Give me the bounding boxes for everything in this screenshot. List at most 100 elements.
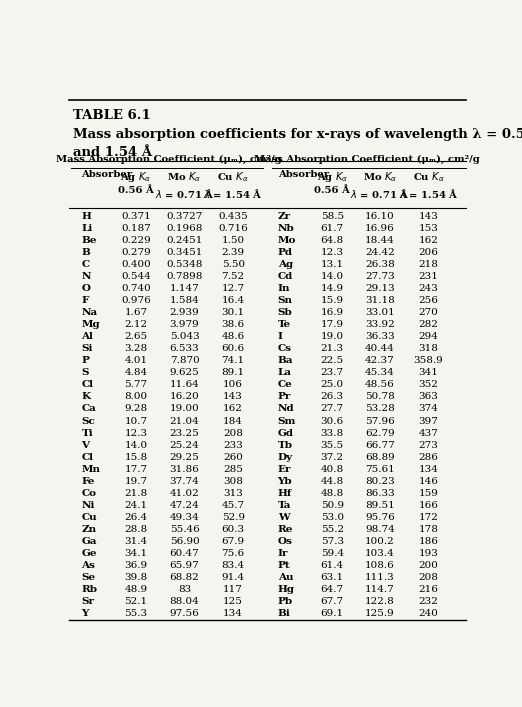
- Text: 15.8: 15.8: [124, 452, 148, 462]
- Text: 125.9: 125.9: [365, 609, 395, 618]
- Text: 243: 243: [419, 284, 438, 293]
- Text: 64.7: 64.7: [321, 585, 344, 594]
- Text: Os: Os: [278, 537, 292, 546]
- Text: 37.74: 37.74: [170, 477, 199, 486]
- Text: Er: Er: [278, 464, 291, 474]
- Text: 6.533: 6.533: [170, 344, 199, 354]
- Text: Co: Co: [81, 489, 97, 498]
- Text: 58.5: 58.5: [321, 212, 344, 221]
- Text: 0.7898: 0.7898: [167, 272, 203, 281]
- Text: 41.02: 41.02: [170, 489, 199, 498]
- Text: 260: 260: [223, 452, 243, 462]
- Text: Tb: Tb: [278, 440, 293, 450]
- Text: 5.77: 5.77: [124, 380, 148, 390]
- Text: Absorber: Absorber: [81, 170, 133, 179]
- Text: Re: Re: [278, 525, 293, 534]
- Text: 159: 159: [419, 489, 438, 498]
- Text: 162: 162: [419, 236, 438, 245]
- Text: 80.23: 80.23: [365, 477, 395, 486]
- Text: Gd: Gd: [278, 428, 294, 438]
- Text: 0.3727: 0.3727: [167, 212, 203, 221]
- Text: 23.7: 23.7: [321, 368, 344, 378]
- Text: H: H: [81, 212, 91, 221]
- Text: 240: 240: [419, 609, 438, 618]
- Text: 57.96: 57.96: [365, 416, 395, 426]
- Text: Fe: Fe: [81, 477, 95, 486]
- Text: 125: 125: [223, 597, 243, 606]
- Text: 0.716: 0.716: [218, 224, 248, 233]
- Text: 397: 397: [419, 416, 438, 426]
- Text: 218: 218: [419, 260, 438, 269]
- Text: 103.4: 103.4: [365, 549, 395, 558]
- Text: and 1.54 Å: and 1.54 Å: [73, 146, 152, 159]
- Text: Ti: Ti: [81, 428, 93, 438]
- Text: 134: 134: [419, 464, 438, 474]
- Text: Ge: Ge: [81, 549, 97, 558]
- Text: 75.6: 75.6: [221, 549, 245, 558]
- Text: 61.4: 61.4: [321, 561, 344, 570]
- Text: 25.0: 25.0: [321, 380, 344, 390]
- Text: 91.4: 91.4: [221, 573, 245, 582]
- Text: Mass absorption coefficients for x-rays of wavelength λ = 0.56, 0.71: Mass absorption coefficients for x-rays …: [73, 128, 522, 141]
- Text: 3.28: 3.28: [124, 344, 148, 354]
- Text: 0.3451: 0.3451: [167, 248, 203, 257]
- Text: Ir: Ir: [278, 549, 288, 558]
- Text: Zr: Zr: [278, 212, 291, 221]
- Text: 33.8: 33.8: [321, 428, 344, 438]
- Text: Ce: Ce: [278, 380, 292, 390]
- Text: Ba: Ba: [278, 356, 293, 366]
- Text: I: I: [278, 332, 282, 341]
- Text: 193: 193: [419, 549, 438, 558]
- Text: Yb: Yb: [278, 477, 292, 486]
- Text: 358.9: 358.9: [413, 356, 443, 366]
- Text: 4.84: 4.84: [124, 368, 148, 378]
- Text: 44.8: 44.8: [321, 477, 344, 486]
- Text: 67.7: 67.7: [321, 597, 344, 606]
- Text: 286: 286: [419, 452, 438, 462]
- Text: 106: 106: [223, 380, 243, 390]
- Text: 0.976: 0.976: [121, 296, 151, 305]
- Text: 31.18: 31.18: [365, 296, 395, 305]
- Text: 0.544: 0.544: [121, 272, 151, 281]
- Text: 24.1: 24.1: [124, 501, 148, 510]
- Text: 14.0: 14.0: [321, 272, 344, 281]
- Text: Sc: Sc: [81, 416, 95, 426]
- Text: Mo $K_{\alpha}$
$\lambda$ = 0.71 Å: Mo $K_{\alpha}$ $\lambda$ = 0.71 Å: [155, 170, 215, 200]
- Text: 231: 231: [419, 272, 438, 281]
- Text: 122.8: 122.8: [365, 597, 395, 606]
- Text: 86.33: 86.33: [365, 489, 395, 498]
- Text: Mo: Mo: [278, 236, 296, 245]
- Text: 0.279: 0.279: [121, 248, 151, 257]
- Text: 89.51: 89.51: [365, 501, 395, 510]
- Text: La: La: [278, 368, 292, 378]
- Text: Sr: Sr: [81, 597, 94, 606]
- Text: 282: 282: [419, 320, 438, 329]
- Text: Cu $K_{\alpha}$
$\lambda$ = 1.54 Å: Cu $K_{\alpha}$ $\lambda$ = 1.54 Å: [399, 170, 458, 200]
- Text: Se: Se: [81, 573, 96, 582]
- Text: Pr: Pr: [278, 392, 291, 402]
- Text: 9.625: 9.625: [170, 368, 199, 378]
- Text: 9.28: 9.28: [124, 404, 148, 414]
- Text: Be: Be: [81, 236, 97, 245]
- Text: 270: 270: [419, 308, 438, 317]
- Text: Ag: Ag: [278, 260, 293, 269]
- Text: 16.9: 16.9: [321, 308, 344, 317]
- Text: 15.9: 15.9: [321, 296, 344, 305]
- Text: 1.147: 1.147: [170, 284, 199, 293]
- Text: 8.00: 8.00: [124, 392, 148, 402]
- Text: 95.76: 95.76: [365, 513, 395, 522]
- Text: 68.89: 68.89: [365, 452, 395, 462]
- Text: Dy: Dy: [278, 452, 293, 462]
- Text: 2.939: 2.939: [170, 308, 199, 317]
- Text: 22.5: 22.5: [321, 356, 344, 366]
- Text: 146: 146: [419, 477, 438, 486]
- Text: 21.3: 21.3: [321, 344, 344, 354]
- Text: 17.9: 17.9: [321, 320, 344, 329]
- Text: 0.435: 0.435: [218, 212, 248, 221]
- Text: 273: 273: [419, 440, 438, 450]
- Text: 29.25: 29.25: [170, 452, 199, 462]
- Text: K: K: [81, 392, 90, 402]
- Text: 7.870: 7.870: [170, 356, 199, 366]
- Text: 111.3: 111.3: [365, 573, 395, 582]
- Text: 352: 352: [419, 380, 438, 390]
